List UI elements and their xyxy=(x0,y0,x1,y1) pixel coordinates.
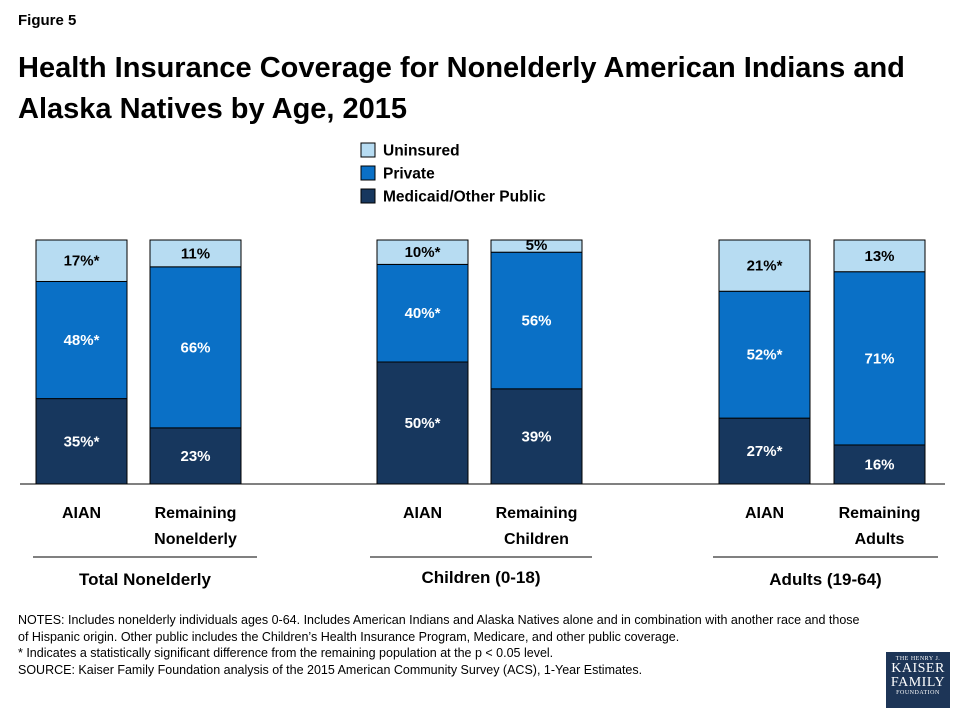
bar-segment xyxy=(149,239,242,268)
notes-section: NOTES: Includes nonelderly individuals a… xyxy=(18,612,868,678)
legend-label: Uninsured xyxy=(383,143,460,160)
stacked-bar-chart: Uninsured Private Medicaid/Other Public 35%… xyxy=(20,142,945,589)
category-label: Nonelderly xyxy=(154,531,237,548)
bar-segment xyxy=(718,417,811,485)
logo-line-4: FOUNDATION xyxy=(896,690,940,696)
data-label: 27%* xyxy=(747,443,783,460)
data-label: 66% xyxy=(180,339,210,356)
chart-title: Health Insurance Coverage for Nonelderly… xyxy=(18,52,905,125)
category-label: AIAN xyxy=(62,505,101,522)
legend-label: Private xyxy=(383,166,435,183)
data-label: 5% xyxy=(526,237,548,254)
group-label: Total Nonelderly xyxy=(79,570,211,589)
data-label: 17%* xyxy=(64,253,100,270)
bar-segment xyxy=(490,239,583,253)
legend-label: Medicaid/Other Public xyxy=(383,189,546,206)
category-label: AIAN xyxy=(745,505,784,522)
figure-label: Figure 5 xyxy=(18,12,77,29)
category-label: Adults xyxy=(855,531,905,548)
bar-segment xyxy=(490,251,583,390)
data-label: 10%* xyxy=(405,244,441,261)
data-label: 23% xyxy=(180,448,210,465)
data-label: 40%* xyxy=(405,305,441,322)
bar-segment xyxy=(35,398,128,485)
bar-segment xyxy=(833,271,926,446)
notes-text: NOTES: Includes nonelderly individuals a… xyxy=(18,613,860,644)
legend-swatch xyxy=(360,165,376,181)
data-label: 56% xyxy=(521,313,551,330)
bar-segment xyxy=(376,263,469,363)
logo-line-3: FAMILY xyxy=(890,675,946,690)
bar-segment xyxy=(376,239,469,265)
data-label: 48%* xyxy=(64,332,100,349)
category-label: Remaining xyxy=(496,505,578,522)
category-label: AIAN xyxy=(403,505,442,522)
bar-segment xyxy=(833,239,926,273)
bar-segment xyxy=(35,280,128,400)
data-label: 50%* xyxy=(405,415,441,432)
category-label: Remaining xyxy=(839,505,921,522)
bar-segment xyxy=(35,239,128,282)
legend-swatch xyxy=(360,142,376,158)
group-label: Adults (19-64) xyxy=(769,570,881,589)
logo-line-2: KAISER xyxy=(891,661,945,676)
data-label: 52%* xyxy=(747,347,783,364)
data-label: 11% xyxy=(181,245,210,262)
group-label: Children (0-18) xyxy=(421,568,540,587)
data-label: 39% xyxy=(521,428,551,445)
category-label: Remaining xyxy=(155,505,237,522)
significance-note: * Indicates a statistically significant … xyxy=(18,646,554,660)
category-label: Children xyxy=(504,531,569,548)
source-note: SOURCE: Kaiser Family Foundation analysi… xyxy=(18,662,643,677)
data-label: 16% xyxy=(864,456,894,473)
bar-segment xyxy=(718,290,811,419)
bar-segment xyxy=(718,239,811,292)
data-label: 13% xyxy=(864,248,894,265)
data-label: 71% xyxy=(864,350,894,367)
legend-swatch xyxy=(360,188,376,204)
logo-line-1: THE HENRY J. xyxy=(895,656,941,662)
kff-logo: THE HENRY J. KAISER FAMILY FOUNDATION xyxy=(886,652,950,708)
data-label: 35%* xyxy=(64,433,100,450)
data-label: 21%* xyxy=(747,258,783,275)
bar-segment xyxy=(833,444,926,485)
